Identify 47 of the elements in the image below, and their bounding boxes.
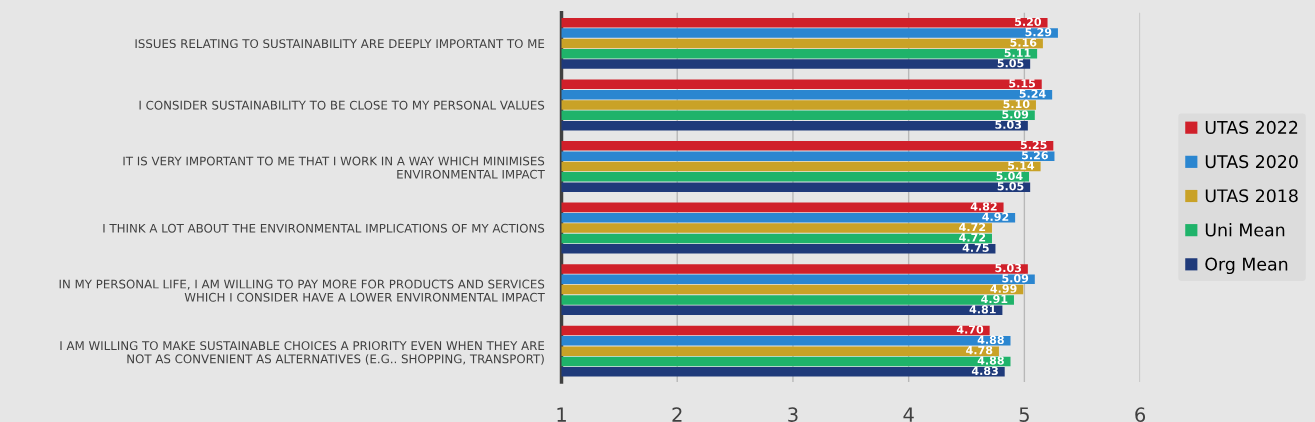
x-tick-label: 3 — [788, 407, 798, 422]
data-label: 5.05 — [997, 182, 1024, 191]
data-label: 4.88 — [977, 335, 1004, 345]
y-tick-label: I THINK A LOT ABOUT THE ENVIRONMENTAL IMPLICATIONS OF MY ACTIONS — [103, 223, 545, 233]
x-tick-label: 2 — [672, 407, 682, 422]
data-label: 5.04 — [996, 171, 1023, 181]
data-label: 4.82 — [970, 202, 997, 211]
y-tick-label: IT IS VERY IMPORTANT TO ME THAT I WORK IN A WAY WHICH MINIMISES ENVIRONMENTAL IMPACT — [123, 156, 545, 179]
legend-label: Uni Mean — [1205, 223, 1285, 237]
y-tick-label: I AM WILLING TO MAKE SUSTAINABLE CHOICES A PRIORITY EVEN WHEN THEY ARE NOT AS CONVENIENT AS ALTERNATIVES (E.G.. SHOPPING, TRANSPORT) — [60, 341, 545, 365]
y-tick-label: IN MY PERSONAL LIFE, I AM WILLING TO PAY MORE FOR PRODUCTS AND SERVICES WHICH I CONSIDER HAVE A LOWER ENVIRONMENTAL IMPACT — [59, 279, 545, 302]
y-tick-label: ISSUES RELATING TO SUSTAINABILITY ARE DEEPLY IMPORTANT TO ME — [135, 39, 545, 49]
legend-label: UTAS 2020 — [1205, 155, 1298, 169]
x-tick-label: 4 — [903, 407, 914, 422]
data-label: 4.81 — [969, 305, 996, 314]
y-tick-label: I CONSIDER SUSTAINABILITY TO BE CLOSE TO MY PERSONAL VALUES — [139, 100, 545, 110]
x-tick-label: 1 — [557, 407, 566, 422]
data-label: 5.09 — [1002, 274, 1029, 283]
legend-label: Org Mean — [1205, 257, 1288, 275]
data-label: 5.09 — [1002, 110, 1029, 119]
data-label: 4.88 — [977, 356, 1004, 365]
data-label: 5.29 — [1025, 27, 1052, 37]
x-tick-label: 6 — [1135, 407, 1146, 422]
data-label: 4.75 — [962, 243, 989, 252]
data-label: 4.78 — [966, 345, 993, 355]
data-label: 5.16 — [1010, 38, 1037, 47]
data-label: 5.20 — [1015, 17, 1042, 26]
data-label: 4.92 — [982, 212, 1009, 221]
data-label: 4.72 — [959, 222, 986, 232]
data-label: 5.03 — [995, 263, 1022, 273]
data-label: 5.24 — [1019, 89, 1046, 98]
data-label: 5.26 — [1022, 150, 1048, 160]
data-label: 5.14 — [1008, 161, 1035, 170]
data-label: 4.83 — [971, 366, 998, 376]
data-label: 4.91 — [981, 294, 1008, 304]
data-label: 5.03 — [995, 120, 1022, 129]
data-label: 5.11 — [1004, 48, 1031, 57]
data-label: 5.25 — [1020, 140, 1047, 150]
data-label: 4.72 — [959, 233, 986, 242]
data-label: 4.70 — [956, 325, 984, 334]
data-label: 5.05 — [997, 58, 1024, 68]
legend-label: UTAS 2022 — [1205, 120, 1298, 134]
data-label: 5.15 — [1009, 79, 1036, 88]
data-label: 5.10 — [1003, 99, 1030, 109]
x-tick-label: 5 — [1019, 407, 1029, 422]
legend-label: UTAS 2018 — [1205, 189, 1298, 203]
data-label: 4.99 — [990, 284, 1017, 293]
